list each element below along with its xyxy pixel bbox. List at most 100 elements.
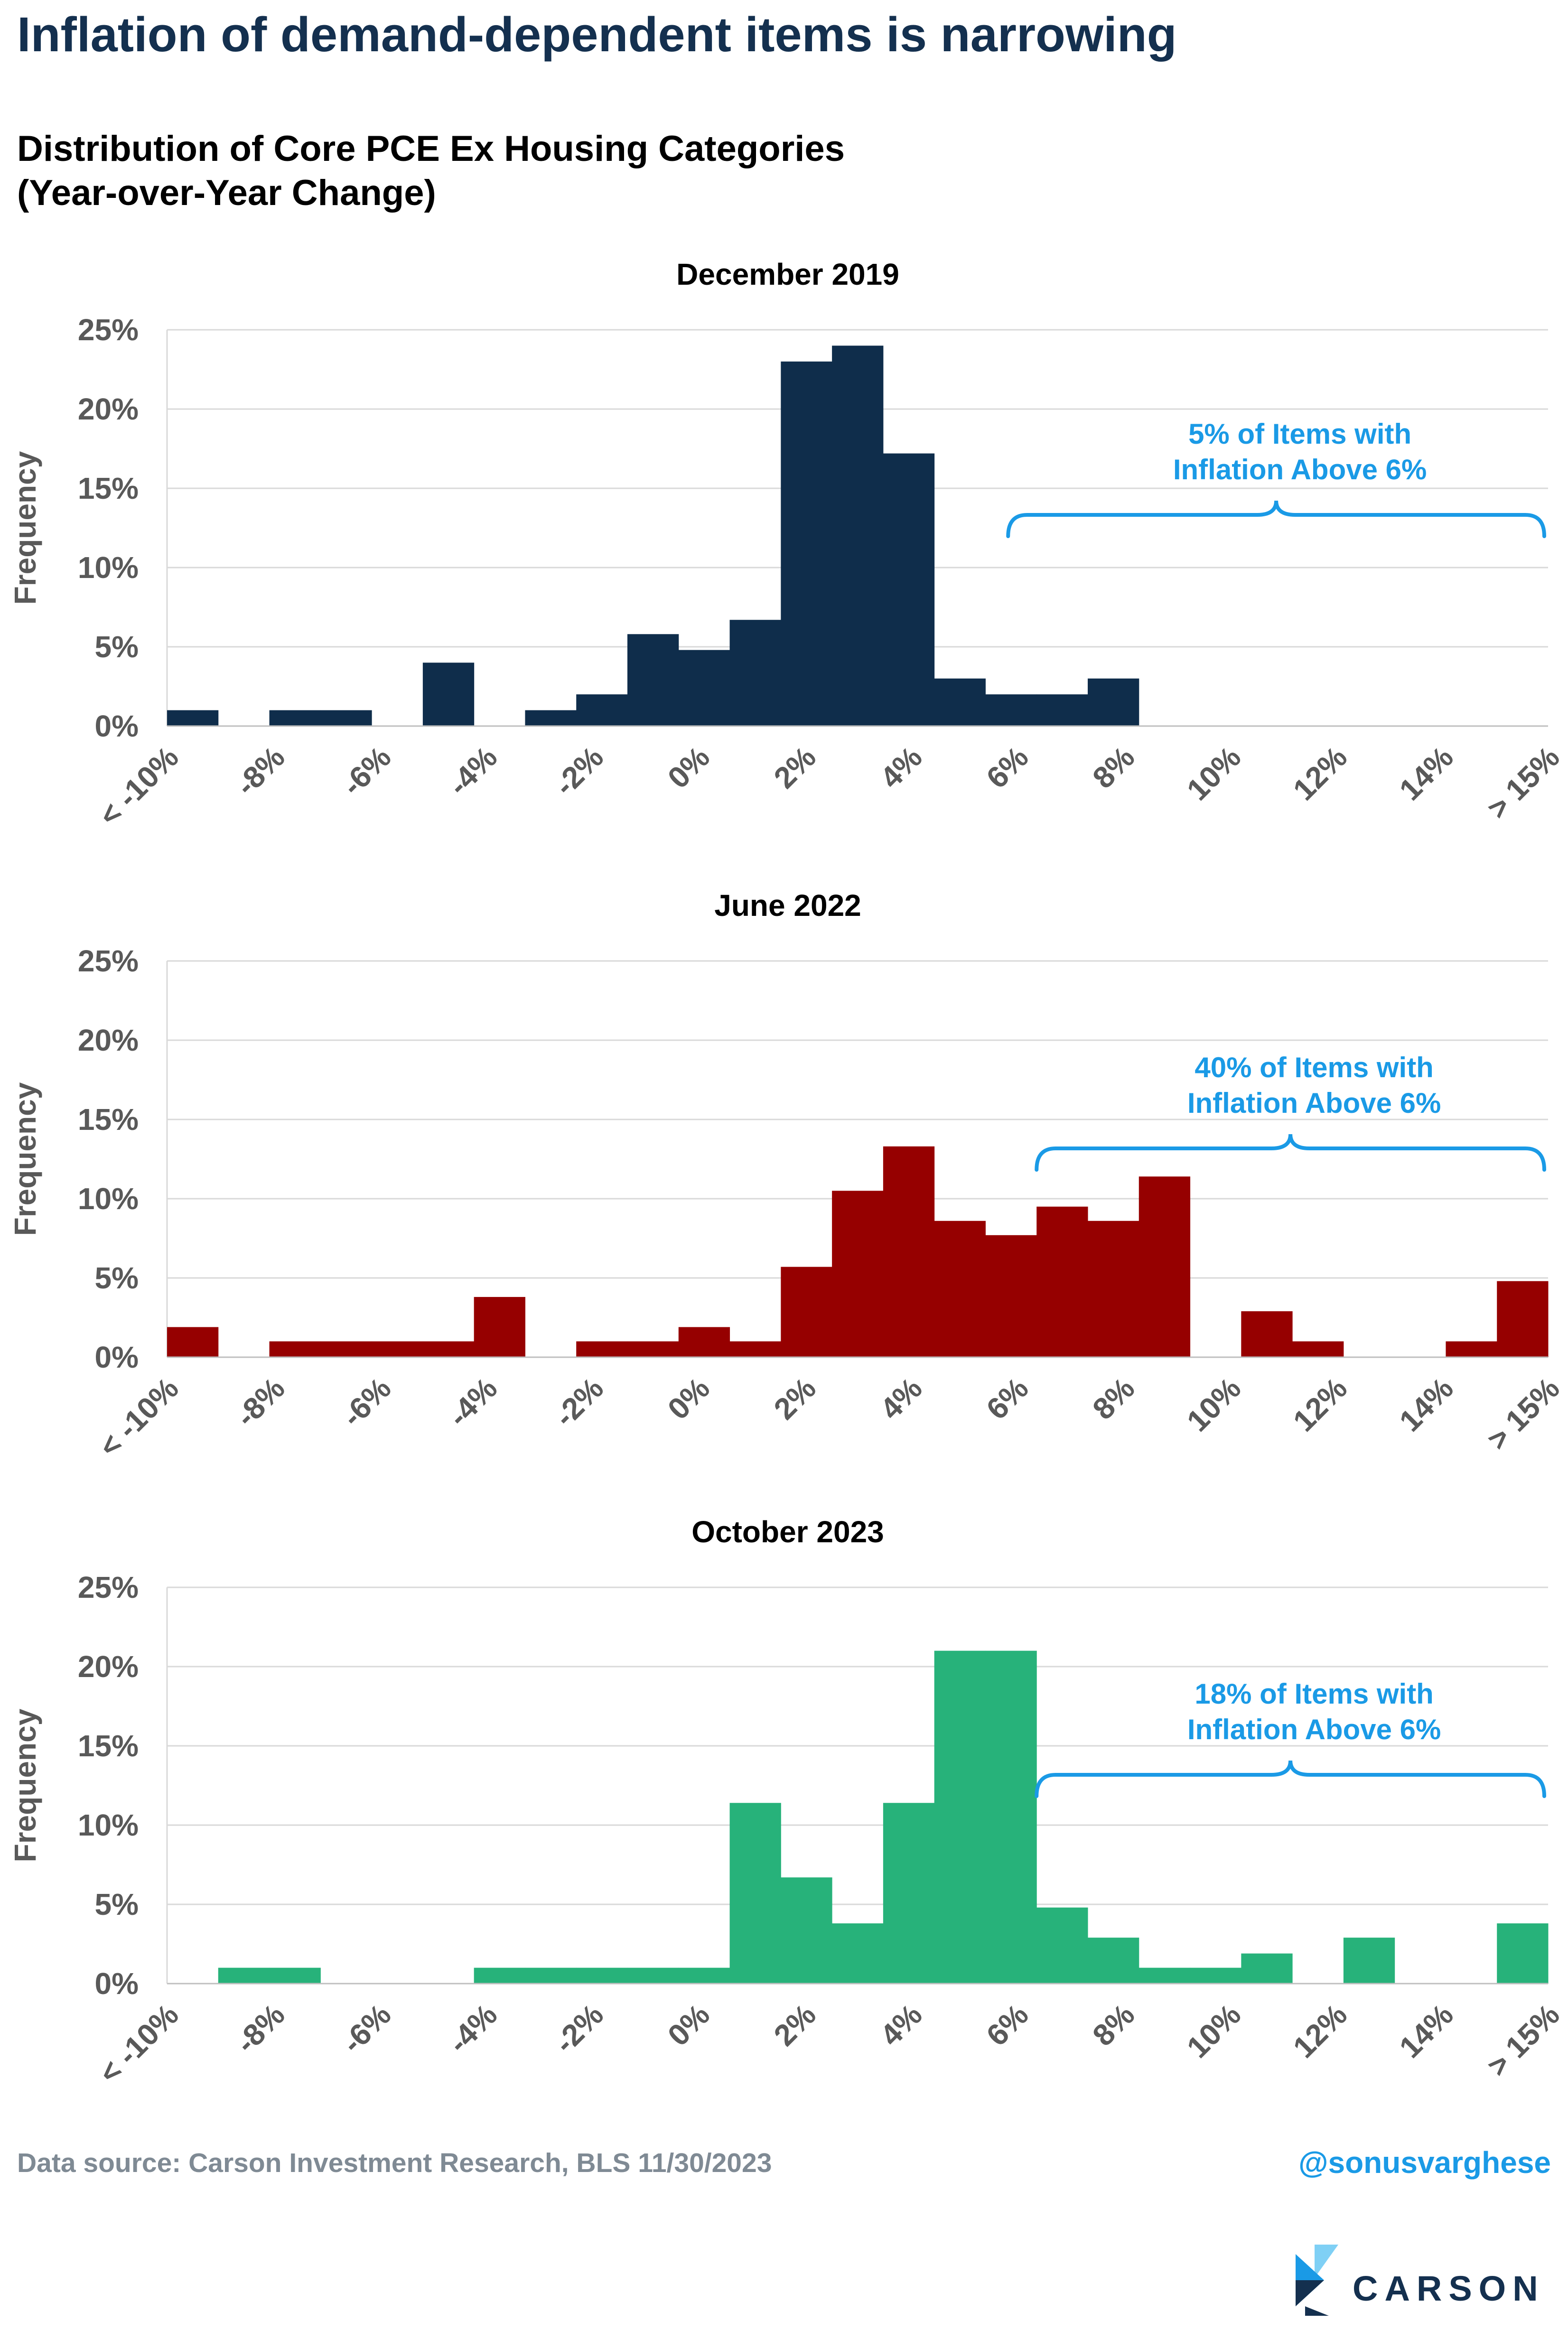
x-tick-label: -6% [335,740,397,802]
histogram-oct-2023: October 2023 Frequency 0% 5% 10% 15% 20% 25% < -… [8,1515,1566,2090]
histogram-bar [1036,694,1088,726]
histogram-bar [422,662,475,726]
histogram-panel-jun-2022: June 2022 Frequency 0% 5% 10% 15% 20% 25% < -10%… [0,868,1568,1519]
subtitle-line-1: Distribution of Core PCE Ex Housing Cate… [17,129,845,169]
panel-title: June 2022 [714,888,861,923]
y-axis-label: Frequency [8,451,42,605]
histogram-bar [883,1146,935,1357]
carson-logo-icon [1296,2245,1338,2316]
histogram-bar [1036,1907,1088,1984]
x-tick-label: -8% [229,1371,291,1433]
y-axis-label: Frequency [8,1708,42,1862]
x-tick-label: -8% [229,740,291,802]
histogram-bar [1241,1311,1293,1357]
histogram-bar [1343,1938,1395,1984]
annotation-line-2: Inflation Above 6% [1173,454,1427,485]
x-tick-label: 10% [1180,1371,1247,1438]
x-tick-label: 2% [767,1371,822,1426]
x-tick-label: 2% [767,1997,822,2052]
x-tick-label: 6% [980,740,1035,795]
x-tick-label: 4% [874,740,929,795]
annotation-line-1: 40% of Items with [1195,1052,1433,1083]
x-tick-label: 12% [1287,740,1353,807]
x-tick-label: 14% [1393,1371,1460,1438]
histogram-bar [320,1341,372,1357]
x-tick-label: > 15% [1480,740,1566,825]
histogram-bar [883,453,935,726]
histogram-bar [576,1341,628,1357]
histogram-bar [1088,678,1139,726]
author-handle: @sonusvarghese [1298,2145,1551,2180]
histogram-bar [883,1803,935,1984]
y-tick-label: 5% [95,1261,139,1295]
annotation-line-1: 18% of Items with [1195,1678,1433,1710]
x-tick-label: < -10% [92,1371,185,1464]
x-tick-label: 12% [1287,1997,1353,2064]
histogram-bar [167,710,219,726]
x-tick-label: 4% [874,1371,929,1426]
histogram-bar [525,710,577,726]
annotation-bracket [1035,1760,1546,1798]
histogram-dec-2019: December 2019 Frequency 0% 5% 10% 15% 20% 25% < … [8,257,1566,833]
x-tick-label: 0% [661,1371,716,1426]
histogram-bar [832,345,884,726]
x-tick-label: < -10% [92,1997,185,2090]
histogram-bar [678,1327,730,1357]
carson-logo-text: CARSON [1353,2269,1545,2308]
x-tick-label: 6% [980,1371,1035,1426]
annotation-bracket [1006,500,1546,538]
histogram-bar [678,1967,730,1984]
histogram-bar [934,678,986,726]
histogram-bar [1190,1967,1241,1984]
x-tick-label: 4% [874,1997,929,2052]
histogram-panel-dec-2019: December 2019 Frequency 0% 5% 10% 15% 20% 25% < … [0,237,1568,887]
histogram-bar [269,1341,321,1357]
panel-title: December 2019 [676,257,899,291]
subtitle-line-2: (Year-over-Year Change) [17,172,436,213]
histogram-bar [729,1341,781,1357]
histogram-bar [627,1967,679,1984]
histogram-bar [1088,1938,1139,1984]
x-tick-label: 8% [1086,740,1141,795]
annotation-line-2: Inflation Above 6% [1187,1087,1441,1119]
y-tick-label: 10% [78,550,139,585]
y-tick-label: 15% [78,471,139,505]
histogram-bar [781,1877,832,1984]
histogram-bar [1292,1341,1344,1357]
histogram-bar [985,1650,1037,1984]
x-tick-label: 12% [1287,1371,1353,1438]
x-tick-label: 2% [767,740,822,795]
histogram-bar [1497,1923,1549,1984]
y-tick-label: 0% [95,1340,139,1374]
histogram-bar [729,620,781,726]
histogram-bar [678,650,730,726]
data-source-note: Data source: Carson Investment Research,… [17,2148,772,2178]
x-tick-label: -2% [548,1371,610,1433]
histogram-bar [320,710,372,726]
histogram-jun-2022: June 2022 Frequency 0% 5% 10% 15% 20% 25% < -10%… [8,888,1566,1464]
histogram-bar [167,1327,219,1357]
x-tick-label: -6% [335,1371,397,1433]
histogram-bar [781,1267,832,1357]
x-tick-label: -4% [441,740,504,802]
histogram-panel-oct-2023: October 2023 Frequency 0% 5% 10% 15% 20% 25% < -… [0,1495,1568,2145]
y-tick-label: 5% [95,630,139,664]
y-tick-label: 10% [78,1182,139,1216]
histogram-bar [627,634,679,726]
x-tick-label: 14% [1393,1997,1460,2064]
x-tick-label: -4% [441,1997,504,2060]
y-tick-label: 20% [78,1650,139,1684]
y-tick-label: 20% [78,1023,139,1057]
x-tick-label: -4% [441,1371,504,1433]
histogram-bar [729,1803,781,1984]
histogram-bar [269,710,321,726]
x-tick-label: -2% [548,740,610,802]
y-tick-label: 0% [95,1967,139,2001]
histogram-bar [832,1923,884,1984]
histogram-bar [1139,1176,1191,1357]
x-tick-label: -8% [229,1997,291,2060]
page-title: Inflation of demand-dependent items is n… [17,7,1177,62]
histogram-bar [1446,1341,1497,1357]
histogram-bar [985,1235,1037,1357]
x-tick-label: 0% [661,740,716,795]
